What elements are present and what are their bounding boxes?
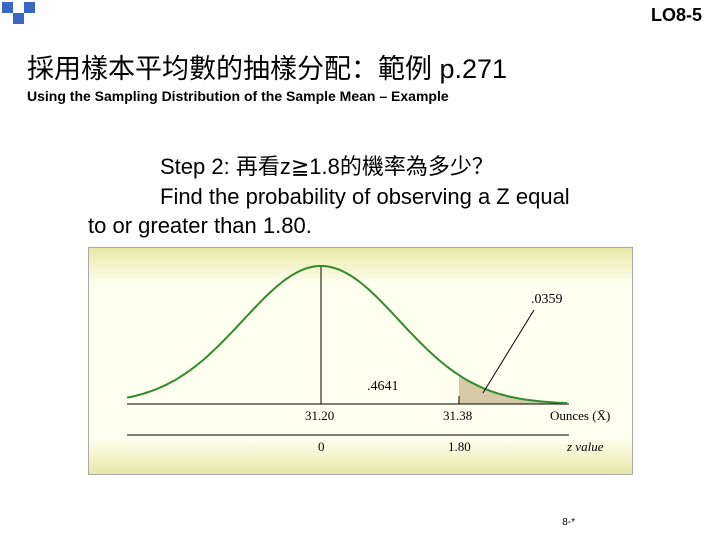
axis1-z: 31.38 <box>443 408 472 424</box>
step-line-2a: Find the probability of observing a Z eq… <box>88 182 690 212</box>
body-text: Step 2: 再看z≧1.8的機率為多少？ Find the probabil… <box>88 152 690 241</box>
step-line-1: Step 2: 再看z≧1.8的機率為多少？ <box>88 152 690 182</box>
svg-text:.0359: .0359 <box>531 292 563 307</box>
axis2-mean: 0 <box>318 439 325 455</box>
svg-text:.4641: .4641 <box>367 379 399 394</box>
distribution-chart: .4641 .0359 31.20 31.38 Ounces (X̄) 0 1.… <box>88 247 633 475</box>
axis2-z: 1.80 <box>448 439 471 455</box>
page-title: 採用樣本平均數的抽樣分配：範例 p.271 <box>27 47 507 86</box>
logo-icon <box>2 2 36 37</box>
page-subtitle: Using the Sampling Distribution of the S… <box>27 88 507 104</box>
axis2-title: z value <box>567 439 603 455</box>
title-block: 採用樣本平均數的抽樣分配：範例 p.271 Using the Sampling… <box>27 47 507 104</box>
axis1-title: Ounces (X̄) <box>550 408 610 424</box>
page-number: 8-* <box>562 517 575 528</box>
learning-objective-tag: LO8-5 <box>651 5 702 26</box>
chart-svg: .4641 .0359 <box>89 248 633 475</box>
axis1-mean: 31.20 <box>305 408 334 424</box>
step-line-2b: to or greater than 1.80. <box>88 211 690 241</box>
